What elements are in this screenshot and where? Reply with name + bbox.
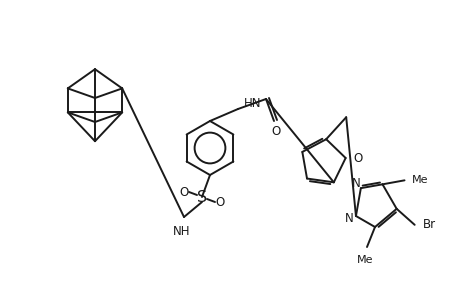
Text: O: O: [353, 152, 362, 164]
Text: N: N: [344, 212, 353, 224]
Text: S: S: [196, 190, 207, 205]
Text: HN: HN: [243, 97, 261, 110]
Text: N: N: [351, 177, 359, 190]
Text: Me: Me: [356, 255, 372, 265]
Text: NH: NH: [173, 225, 190, 238]
Text: O: O: [215, 196, 224, 208]
Text: Me: Me: [411, 175, 427, 185]
Text: Br: Br: [422, 218, 435, 231]
Text: O: O: [271, 124, 280, 137]
Text: O: O: [179, 185, 188, 199]
